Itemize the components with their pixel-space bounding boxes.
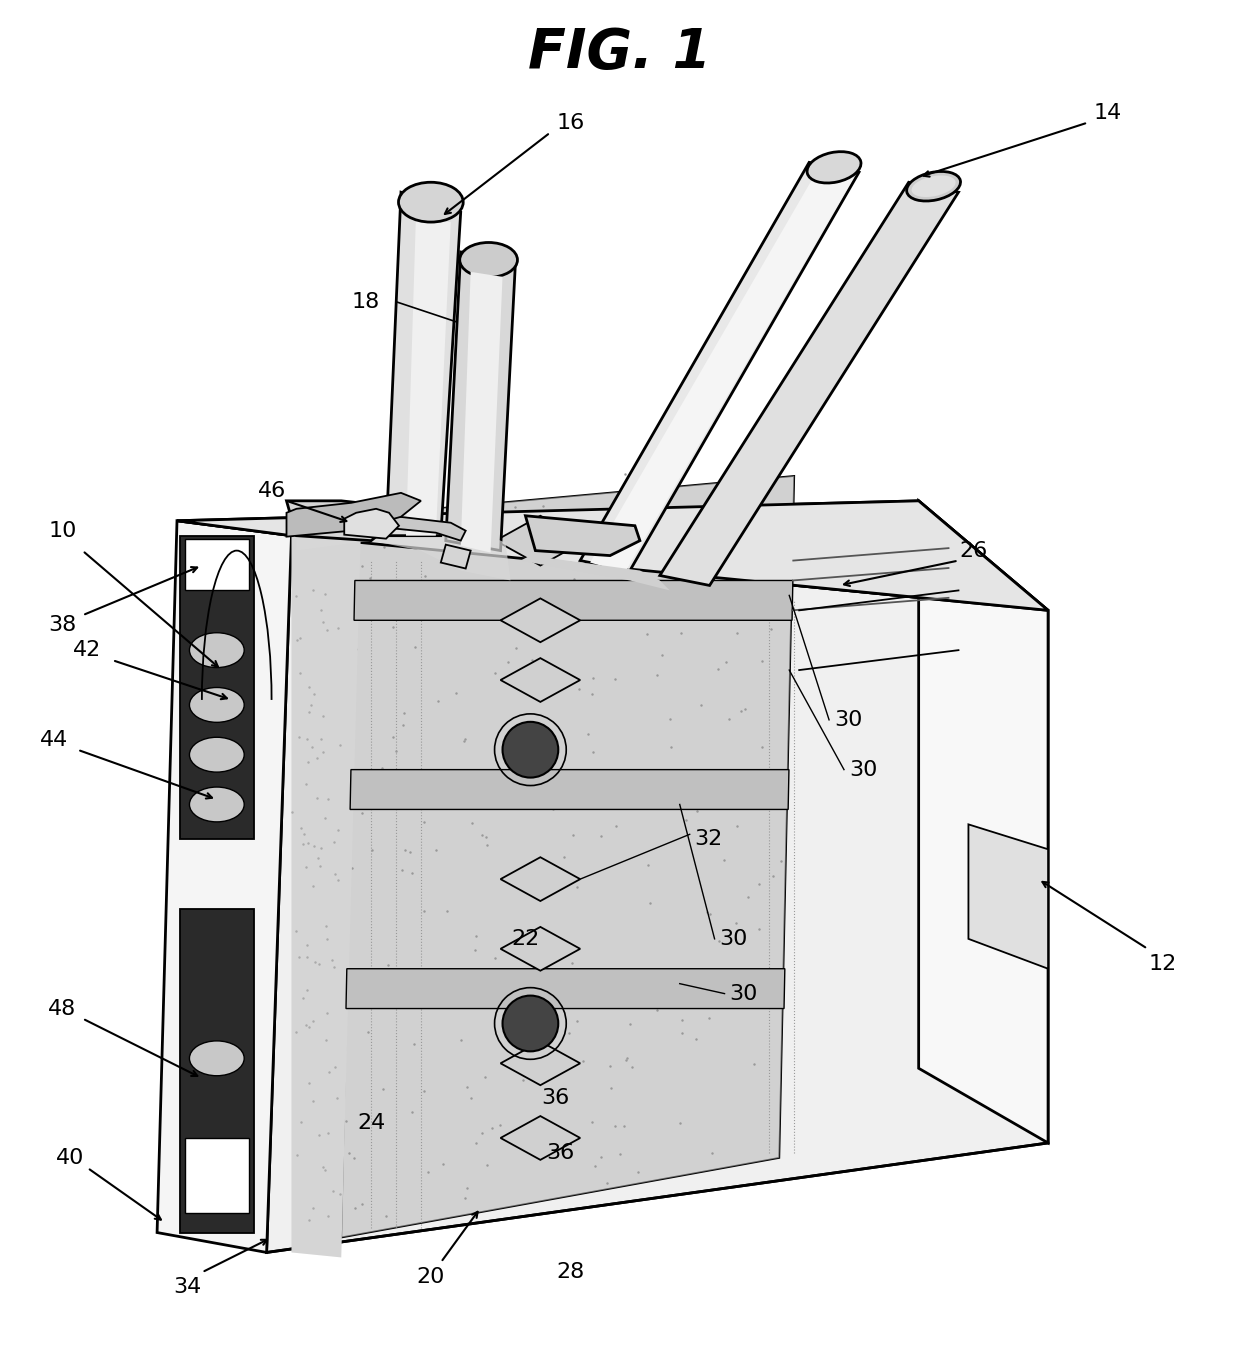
Ellipse shape: [190, 633, 244, 667]
Polygon shape: [286, 493, 420, 537]
Polygon shape: [386, 515, 466, 541]
Polygon shape: [580, 163, 859, 570]
Text: 36: 36: [546, 1143, 574, 1163]
Polygon shape: [461, 271, 502, 552]
Text: 46: 46: [258, 481, 285, 501]
Polygon shape: [440, 545, 471, 569]
Ellipse shape: [911, 175, 956, 197]
Text: 20: 20: [417, 1267, 445, 1288]
Text: 44: 44: [41, 730, 68, 749]
Text: 18: 18: [352, 292, 381, 312]
Polygon shape: [501, 1041, 580, 1085]
Text: 36: 36: [541, 1088, 569, 1108]
Text: 26: 26: [960, 541, 987, 560]
Text: 40: 40: [56, 1148, 84, 1167]
Polygon shape: [346, 969, 785, 1008]
Polygon shape: [355, 581, 792, 621]
Text: 14: 14: [1094, 103, 1122, 122]
Text: 30: 30: [849, 759, 878, 780]
Text: 32: 32: [694, 829, 723, 849]
Text: 38: 38: [48, 615, 77, 636]
Circle shape: [502, 722, 558, 778]
Polygon shape: [660, 182, 959, 585]
Ellipse shape: [807, 152, 861, 184]
Ellipse shape: [190, 737, 244, 773]
Text: 30: 30: [835, 710, 862, 730]
Polygon shape: [180, 908, 254, 1233]
Polygon shape: [267, 536, 1048, 1252]
Ellipse shape: [190, 1041, 244, 1075]
Ellipse shape: [906, 171, 961, 201]
Polygon shape: [341, 475, 794, 1237]
Text: 22: 22: [511, 929, 539, 949]
Polygon shape: [185, 1138, 249, 1212]
Text: 28: 28: [556, 1262, 584, 1282]
Polygon shape: [446, 252, 516, 551]
Text: 34: 34: [172, 1277, 201, 1297]
Ellipse shape: [190, 786, 244, 822]
Circle shape: [502, 996, 558, 1051]
Polygon shape: [291, 511, 361, 1258]
Text: 42: 42: [73, 640, 102, 660]
Polygon shape: [496, 515, 585, 566]
Polygon shape: [501, 1117, 580, 1160]
Polygon shape: [296, 515, 511, 581]
Polygon shape: [177, 501, 1048, 611]
Polygon shape: [286, 501, 396, 541]
Ellipse shape: [190, 688, 244, 722]
Text: 30: 30: [719, 929, 748, 949]
Polygon shape: [501, 858, 580, 901]
Polygon shape: [185, 538, 249, 590]
Text: 12: 12: [1148, 954, 1177, 974]
Polygon shape: [180, 536, 254, 840]
Polygon shape: [341, 475, 794, 1237]
Text: 16: 16: [556, 112, 584, 133]
Polygon shape: [345, 508, 399, 538]
Ellipse shape: [398, 182, 464, 222]
Text: 30: 30: [729, 984, 758, 1004]
Polygon shape: [501, 658, 580, 701]
Text: 48: 48: [48, 999, 77, 1018]
Polygon shape: [501, 927, 580, 971]
Text: 10: 10: [48, 521, 77, 541]
Polygon shape: [919, 501, 1048, 1143]
Text: 24: 24: [357, 1112, 386, 1133]
Polygon shape: [521, 556, 670, 590]
Polygon shape: [177, 501, 1048, 611]
Polygon shape: [350, 770, 789, 810]
Polygon shape: [157, 521, 291, 1252]
Polygon shape: [405, 216, 451, 536]
Text: FIG. 1: FIG. 1: [528, 26, 712, 79]
Polygon shape: [590, 167, 854, 573]
Polygon shape: [526, 515, 640, 556]
Polygon shape: [501, 599, 580, 643]
Polygon shape: [968, 825, 1048, 969]
Ellipse shape: [460, 242, 517, 277]
Polygon shape: [386, 192, 461, 536]
